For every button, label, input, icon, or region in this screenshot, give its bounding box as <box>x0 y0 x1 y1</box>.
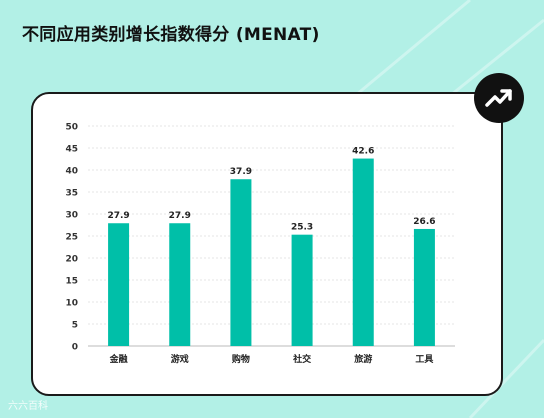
bar <box>230 179 252 346</box>
y-tick-label: 35 <box>65 189 78 199</box>
y-tick-label: 50 <box>65 123 78 133</box>
data-label: 25.3 <box>291 223 313 233</box>
data-label: 27.9 <box>107 211 129 221</box>
trend-up-arrow-icon <box>485 89 512 107</box>
bar <box>291 234 313 346</box>
y-tick-label: 30 <box>65 211 78 221</box>
y-tick-label: 20 <box>65 255 78 265</box>
x-tick-label: 游戏 <box>171 353 189 365</box>
bar <box>413 228 435 346</box>
data-label: 42.6 <box>352 147 374 157</box>
x-tick-label: 金融 <box>109 353 128 365</box>
y-tick-label: 0 <box>72 343 78 353</box>
x-tick-label: 购物 <box>232 353 250 365</box>
data-label: 37.9 <box>230 167 252 177</box>
data-label: 27.9 <box>169 211 191 221</box>
y-tick-label: 10 <box>65 299 78 309</box>
y-tick-label: 5 <box>72 321 78 331</box>
trend-badge <box>474 73 524 123</box>
bar <box>352 158 374 346</box>
watermark: 六六百科 <box>8 401 48 412</box>
y-tick-label: 40 <box>65 167 78 177</box>
y-tick-label: 25 <box>65 233 78 243</box>
y-tick-label: 15 <box>65 277 78 287</box>
page-title: 不同应用类别增长指数得分 (MENAT) <box>22 25 320 45</box>
data-label: 26.6 <box>413 217 435 227</box>
x-tick-label: 旅游 <box>354 353 372 365</box>
bar <box>169 223 191 346</box>
y-tick-label: 45 <box>65 145 78 155</box>
x-tick-label: 社交 <box>292 353 311 365</box>
bar <box>108 223 130 346</box>
x-tick-label: 工具 <box>415 354 433 365</box>
